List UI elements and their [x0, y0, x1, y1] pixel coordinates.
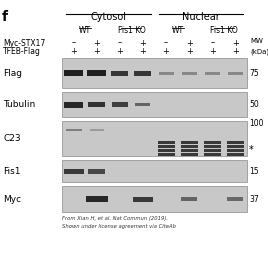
Text: +: + — [163, 47, 169, 56]
Bar — [158, 145, 174, 147]
Bar — [204, 153, 221, 155]
Bar — [64, 168, 84, 174]
Bar — [182, 71, 197, 74]
Bar — [62, 58, 247, 88]
Text: Fis1 KO: Fis1 KO — [117, 26, 145, 35]
Bar — [204, 141, 221, 144]
Bar — [135, 70, 151, 76]
Text: +: + — [93, 38, 100, 48]
Bar — [111, 70, 128, 76]
Bar — [227, 141, 244, 144]
Bar — [181, 153, 198, 155]
Text: From Xian H, et al. Nat Commun (2019).: From Xian H, et al. Nat Commun (2019). — [62, 216, 168, 221]
Text: –: – — [164, 38, 168, 48]
Bar — [86, 196, 108, 202]
Bar — [64, 70, 83, 76]
Text: Myc-STX17: Myc-STX17 — [3, 38, 45, 48]
Bar — [62, 160, 247, 182]
Text: (kDa): (kDa) — [250, 49, 268, 55]
Bar — [181, 141, 198, 144]
Bar — [62, 92, 247, 117]
Text: +: + — [232, 47, 239, 56]
Text: +: + — [70, 47, 77, 56]
Text: WT: WT — [79, 26, 91, 35]
Bar — [133, 197, 153, 201]
Bar — [62, 121, 247, 156]
Bar — [181, 149, 198, 152]
Text: Tubulin: Tubulin — [3, 100, 35, 109]
Text: +: + — [232, 38, 239, 48]
Text: 50: 50 — [249, 100, 259, 109]
Bar — [181, 197, 197, 201]
Text: *: * — [249, 145, 254, 155]
Text: +: + — [140, 47, 146, 56]
Text: +: + — [186, 38, 193, 48]
Bar — [204, 149, 221, 152]
Text: +: + — [116, 47, 123, 56]
Text: +: + — [209, 47, 216, 56]
Text: 37: 37 — [249, 195, 259, 204]
Text: Myc: Myc — [3, 195, 21, 204]
Bar — [228, 71, 243, 74]
Bar — [66, 129, 81, 131]
Bar — [112, 102, 128, 107]
Bar — [227, 149, 244, 152]
Bar — [228, 197, 243, 201]
Text: C23: C23 — [3, 134, 21, 143]
Text: WT: WT — [172, 26, 184, 35]
Bar — [204, 145, 221, 147]
Text: Shown under license agreement via CiteAb: Shown under license agreement via CiteAb — [62, 224, 176, 229]
Text: –: – — [118, 38, 122, 48]
Text: TFEB-Flag: TFEB-Flag — [3, 47, 41, 56]
Text: 100: 100 — [249, 120, 263, 129]
Text: Nuclear: Nuclear — [182, 12, 219, 22]
Text: Flag: Flag — [3, 69, 22, 78]
Text: Fis1: Fis1 — [3, 166, 20, 176]
Bar — [88, 168, 105, 174]
Text: –: – — [210, 38, 214, 48]
Text: f: f — [2, 10, 8, 24]
Bar — [88, 102, 105, 107]
Text: Cytosol: Cytosol — [90, 12, 126, 22]
Bar — [205, 71, 220, 74]
Bar — [62, 186, 247, 212]
Bar — [90, 129, 104, 131]
Bar — [158, 149, 174, 152]
Text: 75: 75 — [249, 69, 259, 78]
Bar — [87, 70, 106, 76]
Text: 15: 15 — [249, 166, 259, 176]
Bar — [64, 101, 83, 108]
Bar — [159, 71, 174, 74]
Bar — [227, 145, 244, 147]
Bar — [135, 103, 150, 106]
Text: –: – — [72, 38, 76, 48]
Text: +: + — [93, 47, 100, 56]
Bar — [158, 141, 174, 144]
Bar — [158, 153, 174, 155]
Text: +: + — [186, 47, 193, 56]
Text: Fis1 KO: Fis1 KO — [210, 26, 238, 35]
Text: MW: MW — [250, 38, 263, 44]
Text: +: + — [140, 38, 146, 48]
Bar — [181, 145, 198, 147]
Bar — [227, 153, 244, 155]
